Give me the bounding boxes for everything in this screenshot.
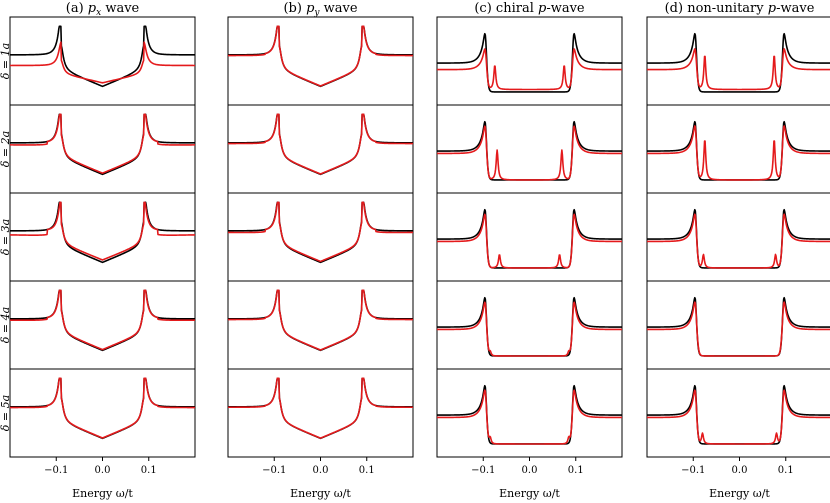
series-line-bulk — [436, 208, 623, 269]
series-line-bulk — [646, 296, 830, 357]
series-line-impurity — [9, 289, 196, 351]
panel — [436, 280, 623, 370]
series-line-bulk — [227, 25, 414, 88]
row-label: δ = 3a — [0, 219, 12, 255]
x-axis-label: Energy ω/t — [290, 487, 351, 500]
series-line-impurity — [646, 213, 830, 269]
series-line-bulk — [9, 201, 196, 264]
series-line-impurity — [227, 25, 414, 87]
x-tick-label: −0.1 — [471, 465, 495, 476]
series-line-bulk — [227, 113, 414, 176]
x-tick-label: −0.1 — [44, 465, 68, 476]
series-line-bulk — [227, 201, 414, 264]
column-title: (b) py wave — [283, 1, 357, 18]
series-line-impurity — [9, 41, 196, 84]
x-tick-label: 0.0 — [522, 465, 538, 476]
panel — [436, 104, 623, 194]
panel — [9, 280, 196, 370]
series-line-bulk — [227, 377, 414, 440]
panel — [646, 368, 830, 458]
series-line-bulk — [9, 113, 196, 176]
series-line-bulk — [436, 120, 623, 181]
series-line-impurity — [227, 201, 414, 263]
series-line-bulk — [436, 296, 623, 357]
panel-frame — [227, 16, 414, 106]
panel-frame — [9, 280, 196, 370]
panel — [227, 368, 414, 458]
series-line-bulk — [227, 289, 414, 352]
series-line-bulk — [646, 208, 830, 269]
x-tick-label: 0.1 — [141, 465, 157, 476]
x-tick-label: 0.1 — [359, 465, 375, 476]
panel-frame — [9, 16, 196, 106]
x-tick-label: 0.0 — [732, 465, 748, 476]
x-tick-label: 0.0 — [313, 465, 329, 476]
x-tick-label: 0.0 — [95, 465, 111, 476]
x-tick-label: 0.1 — [568, 465, 584, 476]
series-line-bulk — [436, 384, 623, 445]
panel — [9, 104, 196, 194]
series-line-impurity — [436, 48, 623, 91]
series-line-bulk — [646, 32, 830, 93]
x-axis-label: Energy ω/t — [499, 487, 560, 500]
series-line-impurity — [436, 125, 623, 181]
series-line-impurity — [9, 377, 196, 439]
series-line-impurity — [646, 125, 830, 181]
panel — [9, 368, 196, 458]
panel — [646, 104, 830, 194]
row-label: δ = 2a — [0, 131, 12, 167]
series-line-impurity — [227, 289, 414, 351]
panel — [9, 16, 196, 106]
panel-frame — [227, 280, 414, 370]
series-line-bulk — [9, 25, 196, 88]
panel-frame — [9, 368, 196, 458]
panel — [227, 16, 414, 106]
series-line-impurity — [436, 389, 623, 445]
series-line-impurity — [436, 301, 623, 357]
series-line-bulk — [436, 32, 623, 93]
panel-frame — [227, 104, 414, 194]
panel — [646, 280, 830, 370]
series-line-impurity — [646, 389, 830, 445]
panel — [646, 192, 830, 282]
panel — [436, 192, 623, 282]
series-line-bulk — [646, 384, 830, 445]
panel-frame — [9, 192, 196, 282]
panel — [436, 16, 623, 106]
panel-frame — [227, 192, 414, 282]
x-axis-label: Energy ω/t — [709, 487, 770, 500]
series-line-impurity — [436, 213, 623, 269]
panel — [227, 104, 414, 194]
row-label: δ = 5a — [0, 395, 12, 431]
panel — [227, 280, 414, 370]
panel — [646, 16, 830, 106]
x-tick-label: 0.1 — [778, 465, 794, 476]
series-line-impurity — [227, 377, 414, 439]
row-label: δ = 1a — [0, 43, 12, 79]
panel — [436, 368, 623, 458]
series-line-impurity — [9, 201, 196, 261]
series-line-impurity — [646, 301, 830, 357]
series-line-bulk — [9, 377, 196, 440]
panel-frame — [9, 104, 196, 194]
series-line-impurity — [646, 48, 830, 91]
panel-frame — [227, 368, 414, 458]
series-line-impurity — [227, 113, 414, 175]
row-label: δ = 4a — [0, 307, 12, 343]
x-axis-label: Energy ω/t — [72, 487, 133, 500]
column-title: (d) non-unitary p-wave — [665, 1, 815, 16]
x-tick-label: −0.1 — [681, 465, 705, 476]
column-title: (c) chiral p-wave — [474, 1, 585, 16]
x-tick-label: −0.1 — [262, 465, 286, 476]
panel — [227, 192, 414, 282]
column-title: (a) px wave — [66, 1, 140, 18]
series-line-impurity — [9, 113, 196, 174]
panel — [9, 192, 196, 282]
series-line-bulk — [646, 120, 830, 181]
